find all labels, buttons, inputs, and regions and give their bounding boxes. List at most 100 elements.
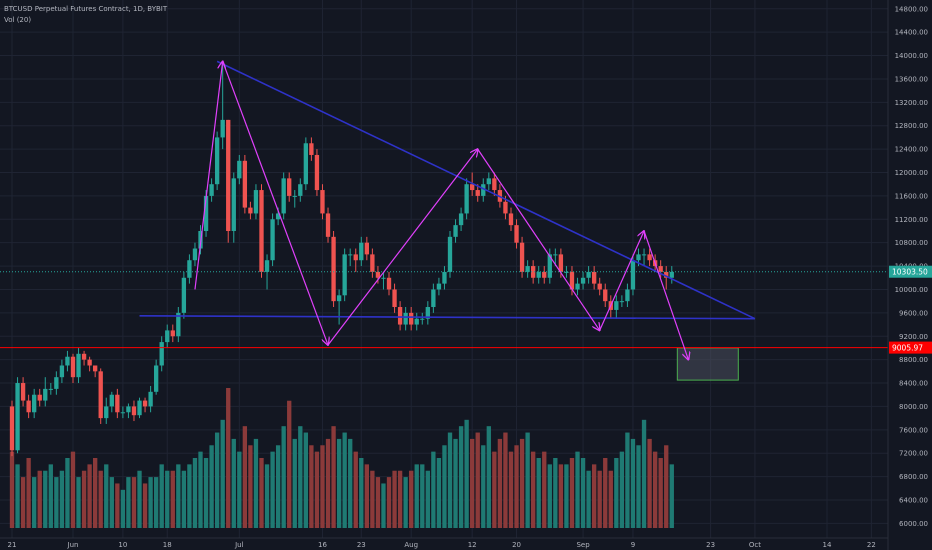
candle-body [109,394,114,407]
candle-body [331,236,336,302]
volume-bar [442,445,447,528]
candle-body [409,312,414,325]
volume-bar [148,477,153,528]
candle-body [636,254,641,261]
candle-body [303,143,309,185]
candle-body [98,371,103,419]
candle-body [614,301,619,310]
volume-bar [414,464,419,528]
volume-bar [126,477,131,528]
price-tick-label: 7600.00 [899,426,928,434]
price-tick-label: 14400.00 [895,29,928,37]
volume-bar [481,445,486,528]
candle-body [153,365,159,392]
candle-body [425,307,430,319]
volume-bar [248,445,253,528]
volume-bar [104,464,109,528]
candle-body [148,391,153,407]
candle-body [309,143,314,155]
volume-bar [525,432,530,528]
volume-bar [636,445,641,528]
candle-body [104,406,109,419]
volume-bar [142,483,148,528]
volume-bar [375,477,381,528]
time-tick-label: 20 [512,541,521,549]
volume-bar [165,470,170,528]
candle-body [220,119,225,138]
last-price-tag-bg [889,265,932,278]
candle-body [336,295,342,302]
volume-indicator-label[interactable]: Vol (20) [4,16,32,24]
candle-body [664,271,669,278]
price-tick-label: 8800.00 [899,356,928,364]
volume-bar [237,451,242,528]
candle-body [603,289,608,302]
candle-body [564,271,569,273]
volume-bar [558,464,564,528]
candle-body [658,266,663,272]
volume-bar [591,464,597,528]
candle-body [508,213,514,226]
volume-bar [187,464,192,528]
volume-bar [542,451,547,528]
candle-body [525,266,530,272]
time-tick-label: 23 [357,541,366,549]
candle-body [486,178,491,185]
volume-bar [320,445,325,528]
volume-bar [170,470,175,528]
candle-body [9,406,15,451]
volume-bar [32,477,37,528]
candle-body [165,330,170,343]
time-tick-label: 16 [318,541,327,549]
time-tick-label: Jun [67,541,79,549]
volume-bar [531,451,536,528]
candle-body [43,388,48,401]
candle-body [170,330,175,337]
candle-body [442,271,447,284]
candle-body [420,318,425,320]
candle-body [137,400,142,416]
volume-bar [647,438,652,528]
candle-body [669,271,674,278]
candle-body [142,400,148,407]
candle-body [76,353,81,378]
volume-bar [76,477,81,528]
candle-body [475,190,480,196]
volume-bar [658,458,663,528]
time-tick-label: 18 [163,541,172,549]
candle-body [436,283,442,290]
price-tick-label: 9200.00 [899,333,928,341]
candle-body [131,406,137,416]
volume-bar [409,470,414,528]
volume-bar [470,438,475,528]
volume-bar [253,438,259,528]
volume-bar [325,438,331,528]
volume-bar [137,470,142,528]
candle-body [176,312,181,337]
last-price-tag: 10303.50 [892,268,928,277]
support-trendline [139,314,755,320]
candle-body [187,260,192,278]
volume-bar [386,477,392,528]
price-tick-label: 9600.00 [899,309,928,317]
candle-body [181,277,187,313]
volume-bar [503,432,508,528]
price-tick-label: 12000.00 [895,169,928,177]
zigzag-segment [222,61,328,345]
candle-body [447,236,453,272]
volume-bar [192,458,198,528]
volume-bar [231,438,236,528]
candle-body [298,184,303,196]
drawings[interactable] [0,61,888,381]
volume-bar [580,458,586,528]
volume-bar [625,432,630,528]
candle-body [569,271,575,290]
candle-body [320,190,325,214]
volume-bar [614,458,619,528]
candle-body [126,406,131,413]
price-tick-label: 7200.00 [899,450,928,458]
volume-bar [597,470,602,528]
candle-body [115,394,120,413]
volume-bar [226,388,231,528]
